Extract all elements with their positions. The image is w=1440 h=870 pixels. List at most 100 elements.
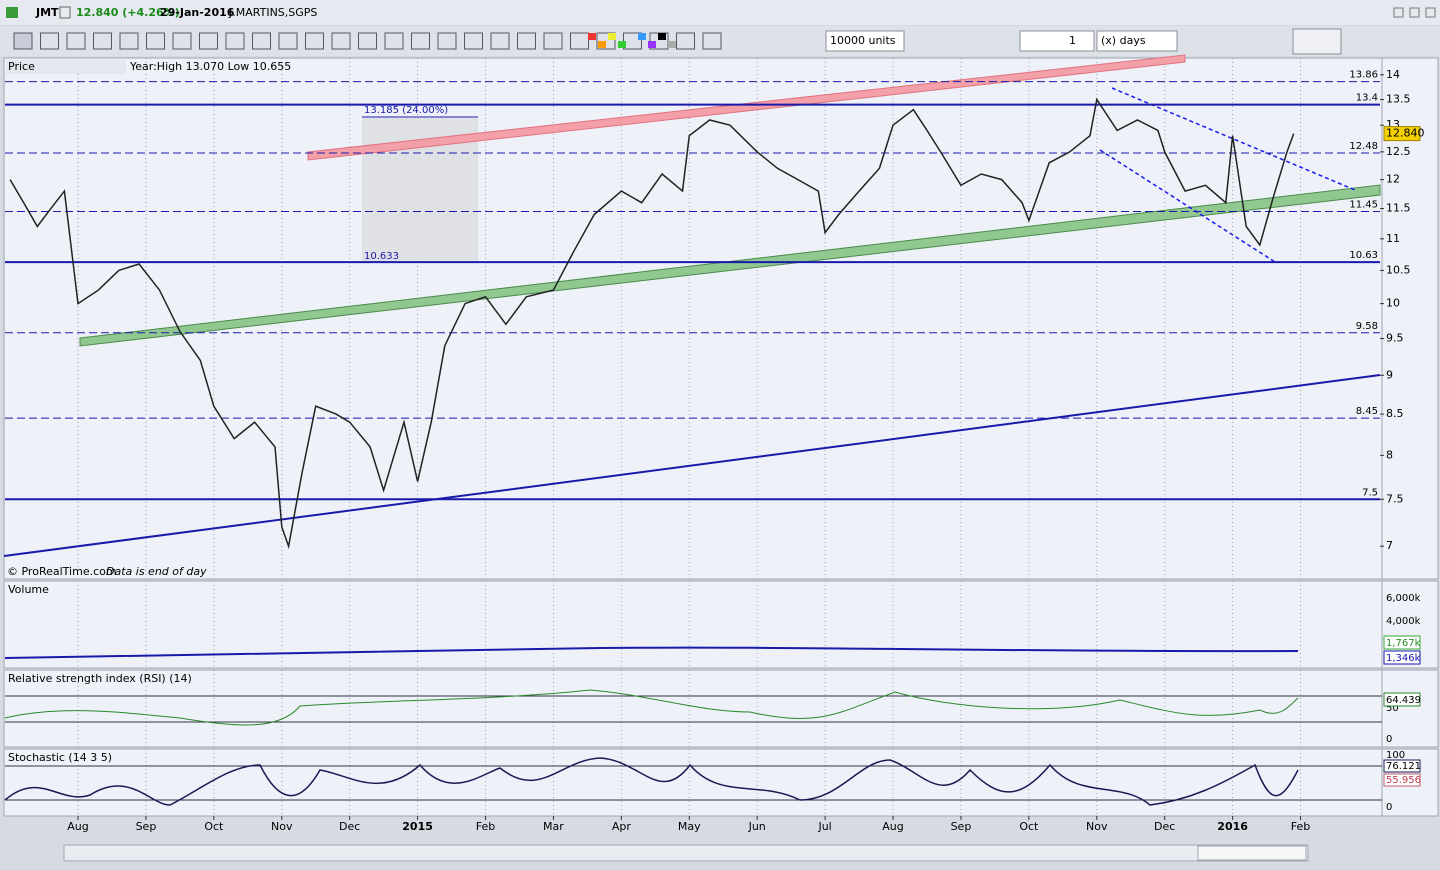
color-swatch[interactable] (608, 33, 616, 40)
price-header (6, 60, 126, 74)
color-swatch[interactable] (598, 41, 606, 48)
x-tick-label: Nov (271, 820, 293, 833)
tool-button[interactable] (464, 32, 483, 50)
tool-button[interactable] (225, 32, 245, 50)
x-tick-label: Feb (476, 820, 495, 833)
color-swatch[interactable] (658, 33, 666, 40)
y-tick-label: 9 (1386, 368, 1393, 381)
period-text: 1 (1069, 34, 1076, 47)
price-label: Price (8, 60, 35, 73)
tool-button[interactable] (702, 32, 722, 50)
units-select[interactable] (825, 30, 905, 52)
instrument-name: J.MARTINS,SGPS (228, 6, 317, 19)
tool-button[interactable] (384, 32, 404, 50)
price-change: 12.840 (+4.26%) (76, 6, 180, 19)
volume-tick: 6,000k (1386, 593, 1421, 604)
tool-button[interactable] (517, 32, 536, 50)
period-unit-text: (x) days (1101, 34, 1146, 47)
tool-button[interactable] (252, 32, 271, 50)
minimize-button[interactable] (1393, 7, 1404, 18)
x-axis: Aug Sep Oct Nov Dec 2015 Feb Mar Apr May Jun Jul Aug… (67, 816, 1310, 833)
stoch-tick: 0 (1386, 802, 1392, 813)
scrollbar[interactable] (63, 844, 1309, 862)
month-grid (77, 58, 1302, 816)
copyright: © ProRealTime.com (7, 565, 117, 578)
tool-button[interactable] (305, 32, 324, 50)
color-swatch[interactable] (648, 41, 656, 48)
rsi-axis (1381, 669, 1439, 748)
tool-button[interactable] (437, 32, 457, 50)
y-tick-label: 7 (1386, 539, 1393, 552)
x-tick-label: Aug (67, 820, 88, 833)
x-tick-label: Sep (951, 820, 972, 833)
tool-button[interactable] (146, 32, 165, 50)
price-info: Year:High 13.070 Low 10.655 (129, 60, 291, 73)
levels: 13.86 13.4 12.48 11.45 10.63 9.58 8.45 7.5 (5, 70, 1380, 501)
close-button[interactable] (1425, 7, 1436, 18)
level-label: 8.45 (1356, 406, 1378, 417)
x-tick-label: Dec (339, 820, 360, 833)
tool-button[interactable] (570, 32, 589, 50)
tool-button[interactable] (93, 32, 112, 50)
toolbar (0, 26, 1440, 56)
color-swatch[interactable] (638, 33, 646, 40)
title-bar (0, 0, 1440, 25)
rsi-line (4, 689, 1299, 726)
rsi-tag-text: 64.439 (1386, 695, 1421, 706)
tool-button[interactable] (358, 32, 377, 50)
stoch-tick: 100 (1386, 750, 1405, 761)
volume-tick: 4,000k (1386, 616, 1421, 627)
color-swatch[interactable] (668, 41, 676, 48)
x-tick-label: Feb (1291, 820, 1310, 833)
tool-button[interactable] (172, 32, 192, 50)
y-tick-label: 10.5 (1386, 263, 1411, 276)
x-tick-label: Oct (1019, 820, 1039, 833)
tool-button[interactable] (411, 32, 430, 50)
x-tick-label: Mar (543, 820, 564, 833)
volume-avg-tag-text: 1,346k (1386, 653, 1421, 664)
tool-button[interactable] (676, 32, 695, 50)
stochastic-label: Stochastic (14 3 5) (8, 751, 112, 764)
level-label: 7.5 (1362, 487, 1378, 498)
y-tick-label: 10 (1386, 297, 1400, 310)
y-tick-label: 8.5 (1386, 407, 1404, 420)
tool-button[interactable] (490, 32, 510, 50)
tool-button[interactable] (331, 32, 351, 50)
color-swatch[interactable] (588, 33, 596, 40)
restore-button[interactable] (1409, 7, 1420, 18)
chart-type-button[interactable] (1292, 28, 1342, 55)
x-tick-label: Jun (748, 820, 766, 833)
tool-button[interactable] (40, 32, 59, 50)
y-tick-label: 14 (1386, 68, 1400, 81)
tool-button[interactable] (119, 32, 139, 50)
x-tick-label: 2015 (402, 820, 433, 833)
low-annotation: 10.633 (364, 251, 399, 262)
data-note: Data is end of day (106, 565, 207, 578)
x-tick-label: Dec (1154, 820, 1175, 833)
tool-button[interactable] (278, 32, 298, 50)
volume-tag-text: 1,767k (1386, 638, 1421, 649)
rsi-tick: 0 (1386, 734, 1392, 745)
volume-tag (1383, 635, 1421, 650)
level-label: 9.58 (1356, 321, 1378, 332)
rsi-tick: 50 (1386, 703, 1399, 714)
tool-button[interactable] (13, 32, 33, 50)
period-unit-select[interactable] (1096, 30, 1178, 52)
tool-button[interactable] (543, 32, 563, 50)
color-swatch[interactable] (618, 41, 626, 48)
last-price-tag (1383, 126, 1421, 142)
rsi-tag (1383, 692, 1421, 707)
info-icon[interactable] (59, 6, 71, 19)
scroll-thumb[interactable] (1197, 845, 1307, 861)
x-tick-label: May (678, 820, 701, 833)
symbol: JMT (35, 6, 59, 19)
period-input[interactable] (1019, 30, 1095, 52)
app-icon (6, 7, 18, 18)
tool-button[interactable] (199, 32, 218, 50)
tool-button[interactable] (596, 32, 616, 50)
level-label: 10.63 (1349, 250, 1378, 261)
price-series: 12.840 (9, 97, 1425, 550)
tool-button[interactable] (66, 32, 86, 50)
